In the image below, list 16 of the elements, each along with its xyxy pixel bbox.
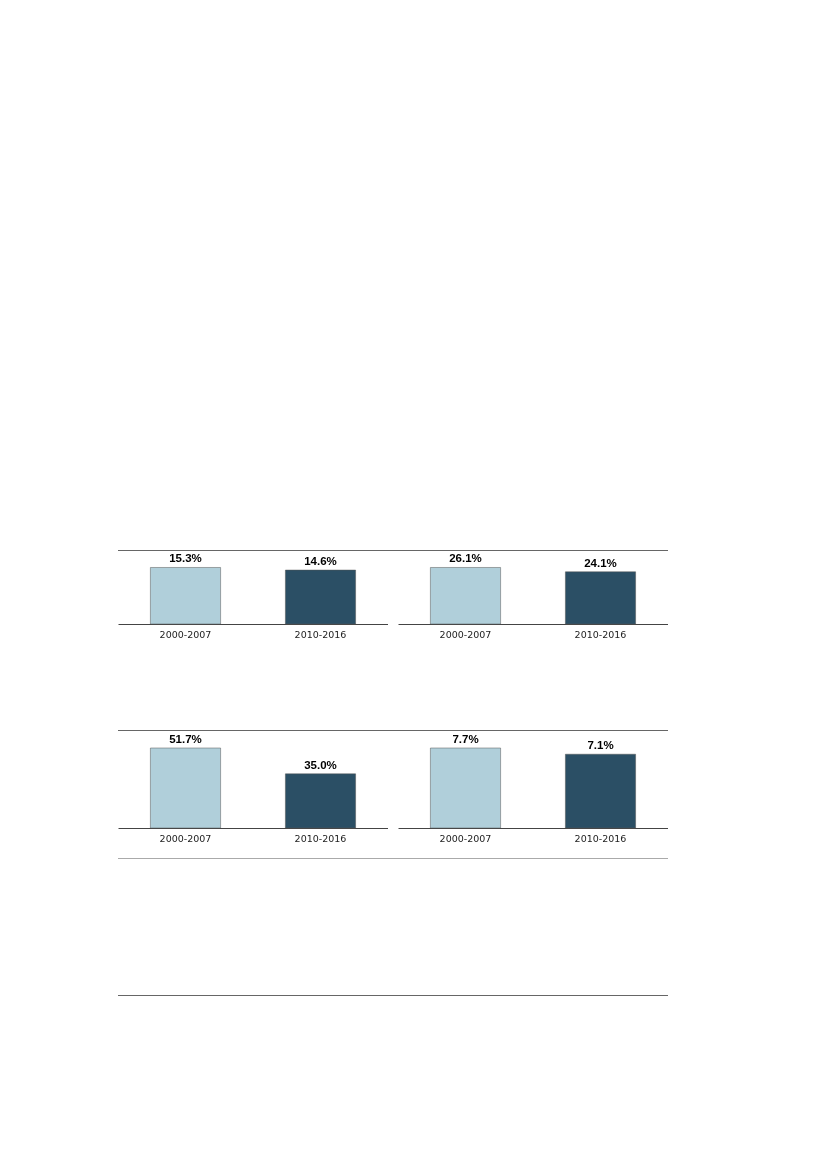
data-label: 51.7% <box>169 733 202 745</box>
data-label: 7.7% <box>452 733 479 745</box>
x-tick-label: 2010-2016 <box>294 832 347 844</box>
data-label: 24.1% <box>584 556 617 569</box>
x-tick-label: 2000-2007 <box>159 628 212 640</box>
data-label: 15.3% <box>169 552 202 565</box>
x-tick-label: 2010-2016 <box>294 628 347 640</box>
x-tick-label: 2000-2007 <box>159 832 212 844</box>
data-label: 7.1% <box>587 739 614 752</box>
x-tick-label: 2010-2016 <box>574 628 627 640</box>
x-tick-label: 2000-2007 <box>439 832 492 844</box>
x-tick-label: 2010-2016 <box>574 832 627 844</box>
data-label: 14.6% <box>304 555 337 568</box>
data-label: 26.1% <box>449 552 482 565</box>
x-tick-label: 2000-2007 <box>439 628 492 640</box>
data-label: 35.0% <box>304 758 337 771</box>
